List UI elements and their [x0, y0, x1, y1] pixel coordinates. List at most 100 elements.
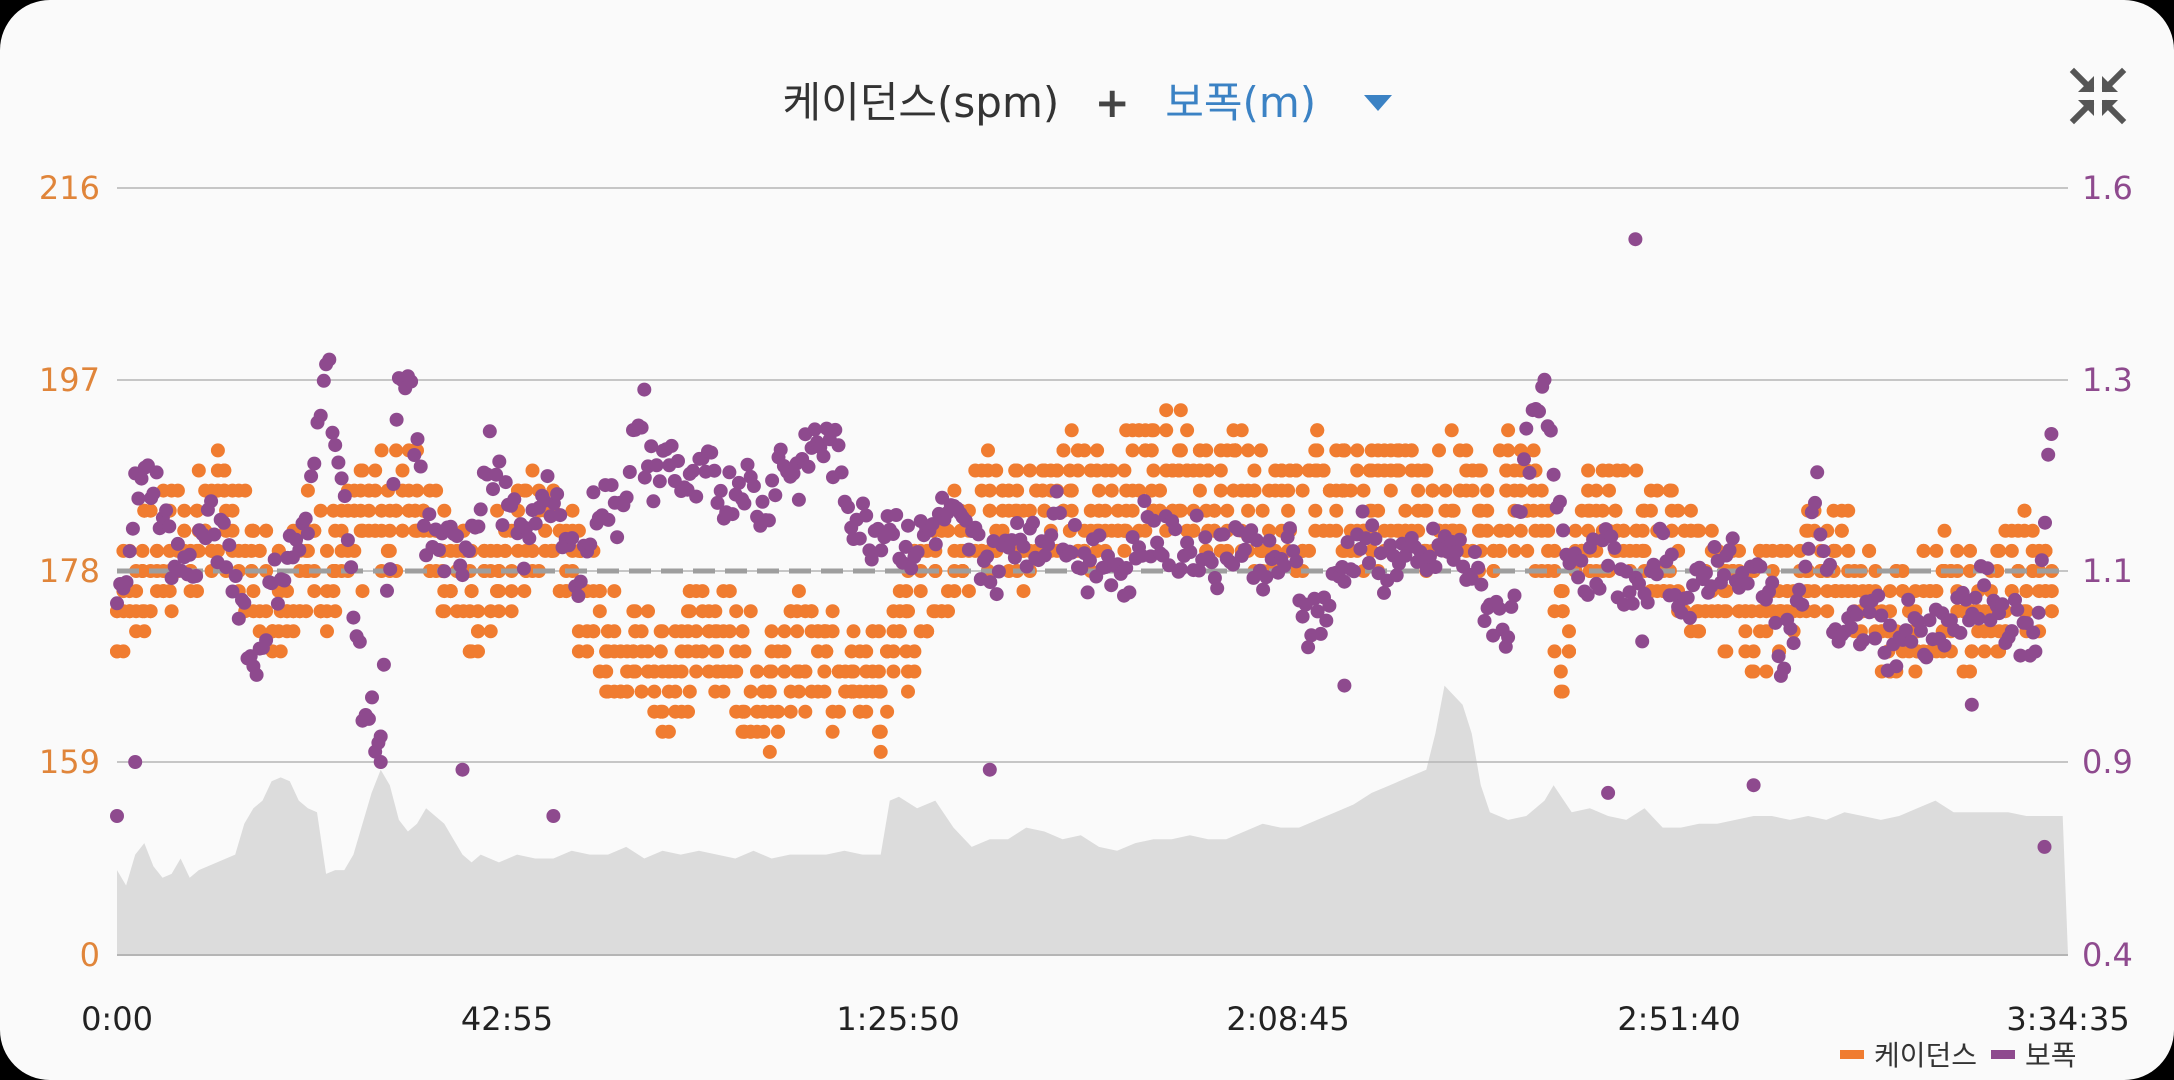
cadence-point — [483, 624, 498, 639]
stride-point — [1064, 545, 1079, 560]
stride-point — [125, 521, 140, 536]
stride-point — [622, 465, 637, 479]
cadence-point — [355, 463, 370, 478]
stride-point — [1971, 611, 1986, 626]
cadence-point — [1555, 584, 1570, 599]
cadence-point — [1302, 543, 1316, 558]
collapse-arrows-icon[interactable] — [2068, 66, 2128, 126]
stride-point — [2034, 553, 2049, 568]
cadence-point — [941, 604, 955, 619]
stride-point — [1913, 623, 1928, 638]
cadence-point — [689, 624, 704, 639]
stride-point — [455, 568, 470, 583]
cadence-point — [628, 604, 643, 619]
cadence-point — [1146, 463, 1161, 478]
stride-point — [898, 539, 913, 554]
stride-point — [1501, 630, 1516, 645]
cadence-point — [1992, 543, 2007, 558]
cadence-point — [1963, 543, 1977, 558]
secondary-metric-selector[interactable]: 보폭(m) — [1165, 77, 1317, 127]
cadence-point — [246, 584, 261, 599]
stride-point — [1259, 570, 1274, 584]
cadence-point — [1501, 423, 1516, 438]
y-left-tick-label: 159 — [39, 743, 100, 781]
stride-point — [644, 439, 659, 454]
cadence-point — [961, 584, 976, 599]
stride-point — [731, 475, 746, 490]
cadence-point — [901, 684, 915, 699]
triangle-down-icon[interactable] — [1363, 94, 1392, 111]
stride-point — [307, 456, 322, 471]
cadence-point — [1022, 463, 1037, 478]
stride-swatch — [1991, 1049, 2016, 1059]
stride-point — [431, 543, 446, 557]
stride-point — [450, 529, 464, 543]
stride-point — [1556, 523, 1571, 538]
stride-point — [2004, 624, 2019, 639]
stride-point — [182, 547, 197, 562]
cadence-point — [817, 664, 832, 679]
stride-point — [410, 432, 425, 447]
cadence-point — [989, 463, 1004, 478]
cadence-point — [177, 523, 192, 538]
cadence-point — [716, 684, 731, 699]
cadence-point — [831, 704, 846, 719]
cadence-point — [710, 644, 725, 659]
stride-point — [486, 482, 500, 497]
cadence-point — [1310, 443, 1325, 458]
cadence-point — [1555, 604, 1570, 619]
stride-point — [1995, 597, 2010, 612]
cadence-point — [2017, 503, 2032, 518]
stride-point — [801, 459, 816, 474]
cadence-point — [743, 684, 758, 699]
cadence-point — [743, 604, 758, 619]
stride-point — [1310, 604, 1325, 619]
cadence-point — [143, 604, 158, 619]
cadence-point — [825, 604, 840, 619]
stride-point — [601, 512, 616, 527]
cadence-point — [982, 503, 997, 518]
stride-point — [2038, 515, 2052, 530]
cadence-point — [1383, 483, 1398, 498]
stride-point — [328, 438, 343, 453]
cadence-point — [722, 584, 737, 599]
cadence-point — [1555, 684, 1570, 699]
cadence-point — [1016, 584, 1031, 599]
stride-point — [1119, 561, 1134, 575]
y-right-tick-label: 0.4 — [2082, 936, 2133, 974]
stride-point — [1871, 588, 1886, 603]
cadence-point — [947, 483, 962, 498]
stride-point — [1740, 576, 1755, 591]
cadence-point — [1780, 543, 1795, 558]
cadence-point — [1929, 543, 1944, 558]
stride-point — [773, 442, 788, 457]
stride-point — [768, 488, 783, 503]
stride-point — [713, 483, 728, 498]
stride-point — [231, 611, 246, 626]
cadence-point — [1738, 624, 1753, 639]
cadence-point — [791, 584, 806, 599]
cadence-point — [1963, 664, 1977, 679]
cadence-point — [1916, 543, 1931, 558]
stride-point — [1862, 605, 1877, 620]
cadence-point — [1964, 644, 1979, 659]
x-tick-label: 3:34:35 — [2006, 1000, 2129, 1038]
stride-point — [1753, 559, 1768, 574]
stride-point — [1546, 467, 1561, 482]
cadence-point — [1022, 503, 1037, 518]
cadence-point — [1090, 443, 1105, 458]
legend-label-stride: 보폭 — [2025, 1039, 2077, 1072]
cadence-point — [519, 483, 534, 498]
cadence-point — [1173, 503, 1188, 518]
stride-point — [2044, 427, 2059, 441]
stride-point — [1183, 545, 1198, 559]
cadence-point — [599, 664, 614, 679]
cadence-point — [137, 624, 152, 639]
cadence-point — [374, 443, 389, 458]
stride-point — [1625, 596, 1640, 611]
stride-point — [110, 596, 124, 611]
cadence-point — [729, 604, 744, 619]
stride-point — [1492, 601, 1507, 616]
stride-point — [159, 503, 174, 518]
